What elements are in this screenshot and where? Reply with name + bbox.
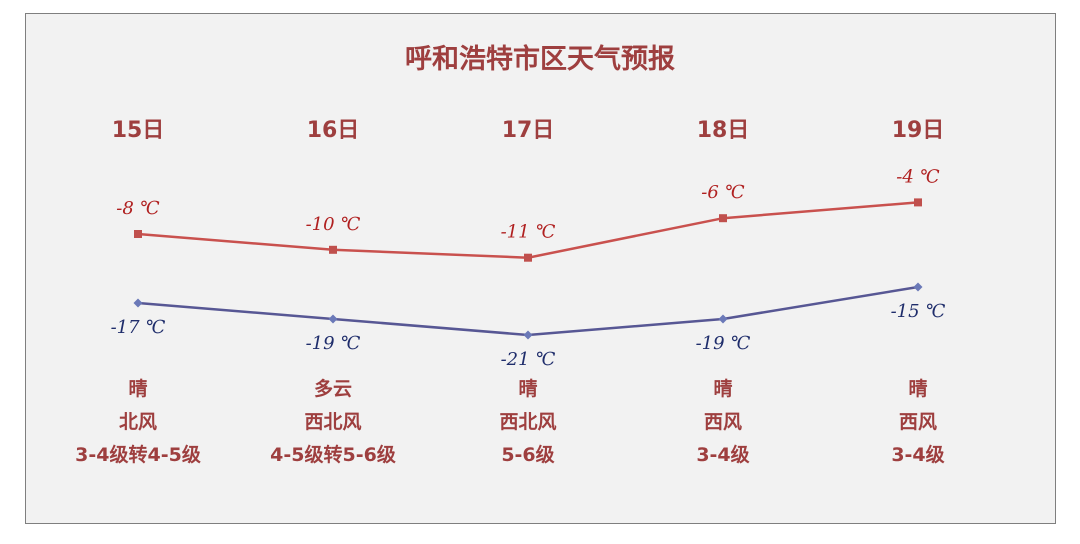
day-label-16: 16日 (306, 118, 360, 143)
low-temp-label-0: -17 ℃ (111, 317, 166, 338)
weather-15: 晴 (128, 378, 148, 400)
wind-level-17: 5-6级 (501, 444, 555, 466)
low-temp-label-4: -15 ℃ (891, 301, 946, 322)
low-temp-line (137, 285, 919, 337)
wind-dir-19: 西风 (898, 411, 937, 433)
weather-17: 晴 (518, 378, 538, 400)
weather-16: 多云 (313, 378, 352, 400)
wind-dir-18: 西风 (703, 411, 742, 433)
low-temp-label-1: -19 ℃ (306, 333, 361, 354)
low-temp-label-2: -21 ℃ (501, 349, 556, 370)
low-temp-marker-2 (523, 330, 533, 340)
wind-dir-16: 西北风 (304, 411, 362, 433)
high-temp-marker-0 (134, 230, 142, 238)
low-temp-marker-1 (328, 314, 338, 324)
low-temp-label-3: -19 ℃ (696, 333, 751, 354)
wind-level-16: 4-5级转5-6级 (270, 444, 396, 466)
wind-dir-17: 西北风 (499, 411, 557, 433)
high-temp-label-2: -11 ℃ (501, 222, 556, 243)
wind-level-19: 3-4级 (891, 444, 945, 466)
high-temp-label-1: -10 ℃ (306, 214, 361, 235)
low-temp-marker-0 (133, 298, 143, 308)
low-temp-marker-3 (718, 314, 728, 324)
low-temp-marker-4 (913, 282, 923, 292)
weather-18: 晴 (713, 378, 733, 400)
chart-title: 呼和浩特市区天气预报 (405, 44, 675, 75)
day-label-19: 19日 (891, 118, 945, 143)
high-temp-marker-1 (329, 245, 337, 254)
high-temp-label-0: -8 ℃ (116, 198, 159, 219)
day-label-15: 15日 (111, 118, 165, 143)
high-temp-marker-3 (719, 214, 727, 223)
day-label-18: 18日 (696, 118, 750, 143)
wind-level-15: 3-4级转4-5级 (75, 444, 201, 466)
wind-level-18: 3-4级 (696, 444, 750, 466)
high-temp-marker-2 (524, 253, 532, 262)
high-temp-marker-4 (914, 198, 922, 207)
weather-19: 晴 (908, 378, 928, 400)
chart-panel (25, 13, 1056, 524)
high-temp-label-4: -4 ℃ (896, 166, 939, 187)
wind-dir-15: 北风 (118, 411, 157, 433)
high-temp-label-3: -6 ℃ (701, 182, 744, 203)
day-label-17: 17日 (501, 118, 555, 143)
